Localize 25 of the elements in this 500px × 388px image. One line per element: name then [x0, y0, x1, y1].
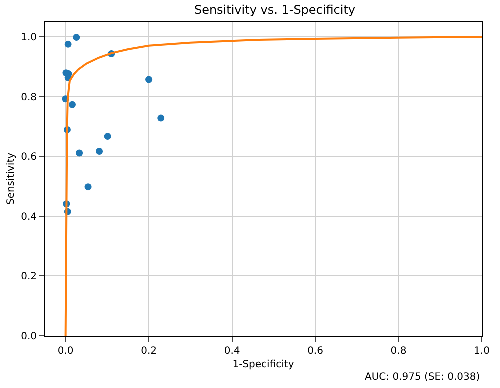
- y-tick-label: 0.6: [21, 152, 37, 164]
- point: [104, 133, 112, 140]
- x-tick-label: 0.0: [58, 346, 74, 357]
- x-axis-title: 1-Specificity: [232, 360, 294, 370]
- point: [158, 114, 165, 122]
- chart-title: Sensitivity vs. 1-Specificity: [194, 3, 356, 18]
- point: [146, 76, 153, 84]
- x-tick-label: 0.8: [390, 346, 407, 357]
- y-tick-label: 0.8: [21, 92, 37, 104]
- y-tick-label: 1.0: [21, 32, 37, 44]
- point: [84, 184, 92, 191]
- x-tick-label: 0.2: [141, 346, 158, 357]
- point: [64, 40, 72, 48]
- y-tick-label: 0.4: [21, 212, 37, 223]
- x-tick-label: 0.4: [224, 346, 240, 357]
- x-tick-label: 1.0: [474, 346, 490, 357]
- point: [73, 34, 80, 42]
- point: [76, 150, 84, 157]
- x-tick-label: 0.6: [308, 346, 324, 357]
- point: [68, 101, 76, 108]
- y-tick-label: 0.0: [21, 332, 37, 342]
- y-axis-title: Sensitivity: [6, 152, 18, 206]
- text: AUC: 0.975 (SE: 0.038): [365, 372, 480, 383]
- point: [96, 148, 104, 155]
- y-tick-label: 0.2: [21, 272, 37, 283]
